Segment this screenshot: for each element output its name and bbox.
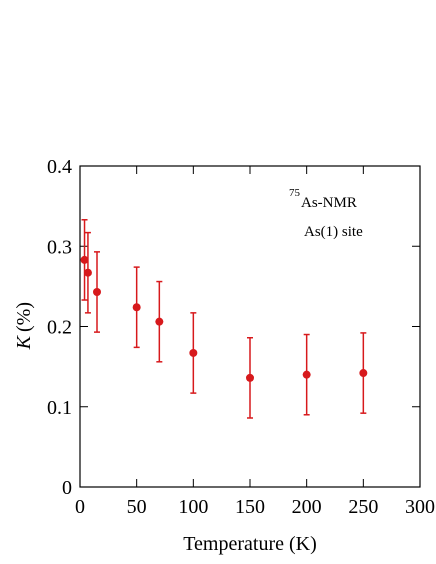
y-tick-label: 0.4 (47, 156, 72, 178)
data-point (246, 373, 254, 382)
annotation-site: As(1) site (304, 224, 363, 240)
data-point (302, 370, 311, 379)
annotation-nucleus: As-NMR (301, 195, 357, 211)
y-label-symbol: K (13, 334, 35, 350)
data-point (132, 303, 141, 312)
y-tick-label: 0.1 (47, 397, 72, 419)
data-point (93, 287, 101, 296)
x-tick-label: 150 (235, 496, 265, 518)
annotation-isotope: 75 (289, 187, 301, 199)
x-axis-label: Temperature (K) (183, 533, 317, 555)
y-axis-label: K (%) (13, 302, 35, 350)
plot-frame (79, 165, 421, 488)
y-tick-label: 0 (62, 477, 72, 499)
data-point (189, 348, 198, 357)
data-point (80, 255, 89, 264)
y-label-unit: (%) (13, 302, 35, 332)
y-tick-label: 0.3 (47, 236, 72, 258)
data-point (83, 268, 92, 277)
x-tick-label: 200 (292, 496, 322, 518)
data-point (155, 317, 164, 326)
y-tick-label: 0.2 (47, 317, 72, 339)
data-point (359, 369, 368, 378)
x-tick-label: 100 (178, 496, 208, 518)
x-tick-label: 250 (348, 496, 378, 518)
x-tick-label: 300 (405, 496, 435, 518)
x-tick-label: 50 (127, 496, 147, 518)
x-tick-label: 0 (75, 496, 85, 518)
